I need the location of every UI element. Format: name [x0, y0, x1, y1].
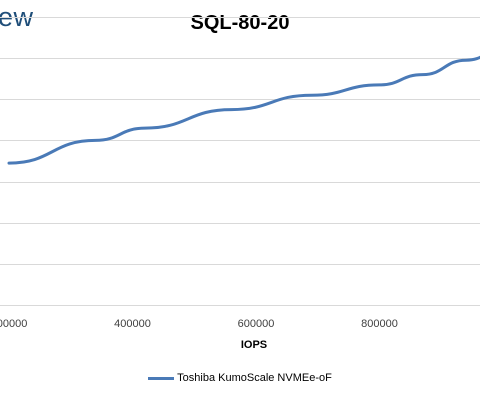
series-lines [7, 55, 480, 165]
legend: Toshiba KumoScale NVMEe-oF [0, 372, 480, 384]
gridlines [0, 17, 480, 306]
legend-label: Toshiba KumoScale NVMEe-oF [177, 372, 332, 384]
x-tick-label-2: 600000 [238, 318, 275, 330]
x-tick-label-1: 400000 [114, 318, 151, 330]
x-axis-title: IOPS [241, 339, 267, 351]
x-tick-label-3: 800000 [361, 318, 398, 330]
series-line-0 [7, 55, 480, 165]
legend-swatch [148, 376, 175, 380]
